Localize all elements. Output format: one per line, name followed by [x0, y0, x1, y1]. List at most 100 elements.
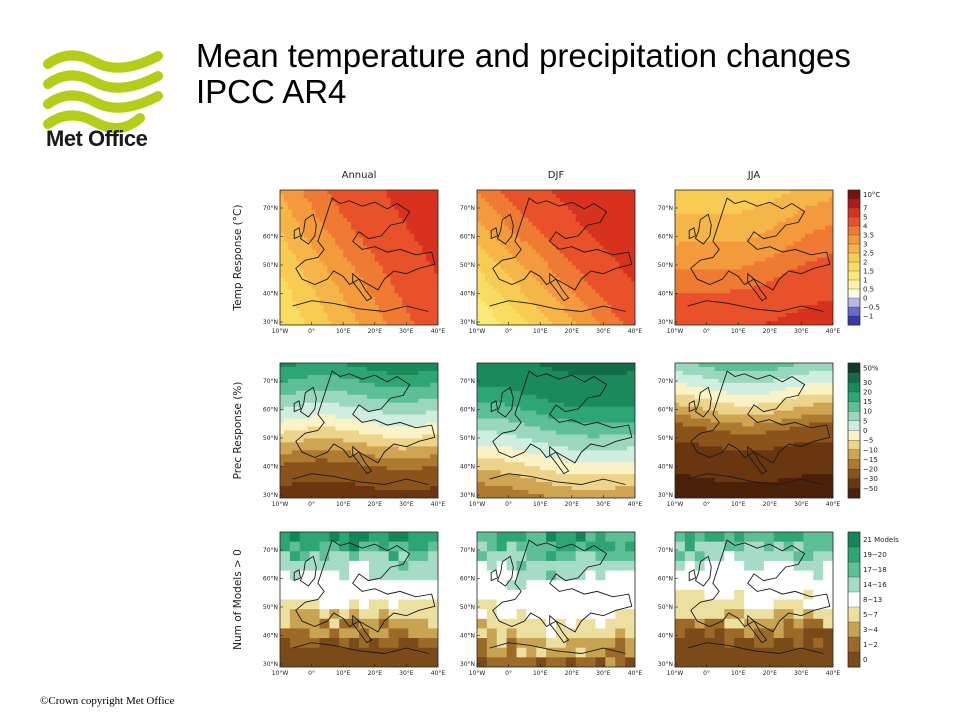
field-cell [789, 197, 794, 203]
field-cell [323, 374, 328, 380]
field-cell [793, 217, 798, 223]
field-cell [781, 253, 787, 258]
field-cell [280, 363, 285, 368]
field-cell [480, 241, 486, 247]
field-cell [504, 265, 510, 270]
field-cell [583, 209, 589, 215]
field-cell [343, 190, 348, 195]
field-cell [343, 297, 348, 302]
field-cell [331, 190, 336, 195]
field-cell [390, 209, 396, 215]
field-cell [532, 257, 537, 262]
colorbar-label: 3.5 [863, 232, 874, 240]
field-cell [631, 201, 635, 207]
field-cell [575, 201, 581, 207]
field-cell [678, 205, 684, 211]
field-cell [291, 426, 297, 431]
field-cell [559, 265, 565, 270]
field-cell [287, 321, 293, 325]
field-cell [280, 390, 285, 396]
field-cell [295, 273, 301, 278]
field-cell [414, 406, 419, 412]
field-cell [801, 321, 806, 325]
field-cell [307, 233, 313, 239]
field-cell [378, 418, 384, 424]
field-cell [524, 261, 529, 266]
field-cell [528, 233, 533, 239]
field-cell [722, 225, 727, 231]
field-cell [524, 293, 529, 298]
field-cell [627, 237, 632, 243]
field-cell [761, 317, 767, 322]
field-cell [299, 297, 305, 302]
field-cell [492, 281, 498, 286]
title-line-2: IPCC AR4 [196, 73, 347, 110]
field-cell [777, 217, 783, 223]
field-cell [563, 289, 569, 294]
field-cell [434, 277, 438, 282]
field-cell [370, 406, 376, 412]
field-cell [805, 309, 810, 314]
field-cell [504, 313, 510, 318]
field-cell [540, 281, 545, 286]
field-cell [291, 213, 297, 219]
field-cell [694, 305, 700, 310]
field-cell [366, 225, 372, 231]
field-cell [327, 390, 332, 396]
field-cell [587, 285, 593, 290]
field-cell [327, 410, 332, 416]
field-cell [556, 301, 561, 306]
field-cell [540, 309, 545, 314]
field-cell [351, 249, 356, 255]
field-cell [410, 293, 415, 298]
field-cell [559, 205, 565, 211]
field-cell [829, 289, 833, 294]
field-cell [761, 233, 767, 239]
field-cell [591, 321, 596, 325]
field-cell [516, 209, 521, 215]
field-cell [343, 265, 348, 270]
field-cell [370, 257, 376, 262]
field-cell [319, 205, 324, 211]
field-cell [757, 285, 763, 290]
field-cell [829, 293, 833, 298]
field-cell [789, 217, 794, 223]
field-cell [552, 241, 557, 247]
field-cell [536, 301, 541, 306]
field-cell [378, 261, 384, 266]
field-cell [295, 285, 301, 290]
field-cell [414, 313, 419, 318]
field-cell [710, 309, 715, 314]
field-cell [746, 217, 751, 223]
field-cell [544, 237, 549, 243]
lon-tick-label: 40°E [628, 328, 643, 335]
field-cell [757, 217, 763, 223]
field-cell [595, 313, 600, 318]
field-cell [567, 229, 573, 235]
field-cell [686, 205, 692, 211]
field-cell [335, 317, 340, 322]
field-cell [825, 297, 830, 302]
coastline-italy [549, 272, 570, 302]
field-cell [702, 301, 708, 306]
field-cell [410, 410, 415, 416]
field-cell [750, 289, 755, 294]
field-cell [303, 366, 309, 372]
field-cell [607, 289, 612, 294]
field-cell [287, 426, 293, 431]
field-cell [536, 193, 541, 199]
field-cell [540, 237, 545, 243]
field-cell [591, 225, 596, 231]
field-cell [339, 233, 344, 239]
field-cell [366, 229, 372, 235]
field-cell [785, 197, 791, 203]
field-cell [813, 229, 818, 235]
field-cell [773, 213, 779, 219]
field-cell [331, 289, 336, 294]
field-cell [706, 309, 712, 314]
field-cell [686, 289, 692, 294]
field-cell [627, 201, 632, 207]
field-cell [323, 209, 328, 215]
field-cell [548, 309, 553, 314]
field-cell [398, 241, 403, 247]
